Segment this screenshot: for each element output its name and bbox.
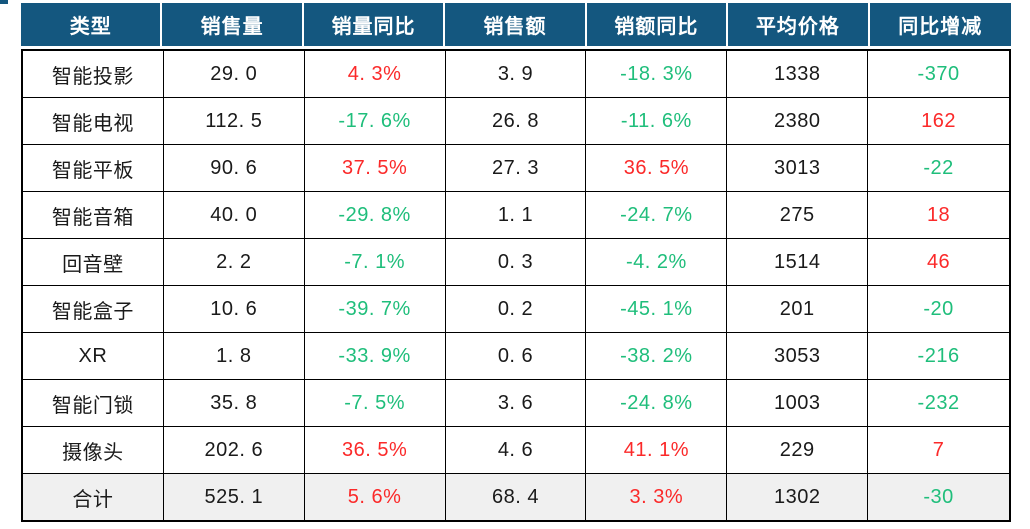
value-cell: 2. 2 [164, 239, 305, 285]
value-cell: 162 [921, 109, 956, 132]
value-cell: -7. 1% [305, 239, 446, 285]
value-cell: 35. 8 [164, 380, 305, 426]
value-cell: -4. 2% [586, 239, 728, 285]
table-row: 智能平板 90. 6 37. 5% 27. 3 36. 5% 3013 -22 [23, 144, 1009, 191]
table-row: 智能电视 112. 5 -17. 6% 26. 8 -11. 6% 2380 1… [23, 97, 1009, 144]
value-cell: -370 [917, 62, 960, 85]
value-cell: 0. 3 [446, 239, 587, 285]
value-cell: 41. 1% [586, 427, 728, 473]
value-cell: 3053 [727, 333, 869, 379]
value-cell: 1514 [727, 239, 869, 285]
table-row: XR 1. 8 -33. 9% 0. 6 -38. 2% 3053 -216 [23, 332, 1009, 379]
header-amount-yoy: 销额同比 [587, 3, 729, 46]
row-label-cell: 智能门锁 [23, 380, 164, 426]
value-cell: -22 [923, 156, 954, 179]
table-row: 回音壁 2. 2 -7. 1% 0. 3 -4. 2% 1514 46 [23, 238, 1009, 285]
row-label-cell: 摄像头 [23, 427, 164, 473]
row-label-cell: 智能平板 [23, 145, 164, 191]
value-cell: -24. 8% [586, 380, 728, 426]
table-row: 智能门锁 35. 8 -7. 5% 3. 6 -24. 8% 1003 -232 [23, 379, 1009, 426]
sales-table: 类型 销售量 销量同比 销售额 销额同比 平均价格 同比增减 智能投影 29. … [21, 3, 1011, 522]
table-header-row: 类型 销售量 销量同比 销售额 销额同比 平均价格 同比增减 [21, 3, 1011, 46]
value-cell: -33. 9% [305, 333, 446, 379]
value-cell: 4. 3% [305, 51, 446, 97]
value-cell: 27. 3 [446, 145, 587, 191]
value-cell: 0. 2 [446, 286, 587, 332]
header-avg-price: 平均价格 [728, 3, 870, 46]
value-cell: 40. 0 [164, 192, 305, 238]
value-cell: 10. 6 [164, 286, 305, 332]
value-cell: 1. 1 [446, 192, 587, 238]
value-cell: 3. 6 [446, 380, 587, 426]
value-cell: 5. 6% [305, 474, 446, 520]
value-cell: 46 [926, 250, 951, 273]
table-row: 智能投影 29. 0 4. 3% 3. 9 -18. 3% 1338 -370 [23, 51, 1009, 97]
value-cell: 26. 8 [446, 98, 587, 144]
value-cell: 201 [727, 286, 869, 332]
value-cell: 3. 9 [446, 51, 587, 97]
value-cell: 3013 [727, 145, 869, 191]
value-cell: 36. 5% [305, 427, 446, 473]
row-label-cell: 智能投影 [23, 51, 164, 97]
header-type: 类型 [21, 3, 163, 46]
value-cell: 1003 [727, 380, 869, 426]
table-row-total: 合计 525. 1 5. 6% 68. 4 3. 3% 1302 -30 [23, 473, 1009, 520]
value-cell: 0. 6 [446, 333, 587, 379]
table-row: 摄像头 202. 6 36. 5% 4. 6 41. 1% 229 7 [23, 426, 1009, 473]
row-label-cell: 智能盒子 [23, 286, 164, 332]
value-cell: 36. 5% [586, 145, 728, 191]
value-cell: 202. 6 [164, 427, 305, 473]
value-cell: -39. 7% [305, 286, 446, 332]
value-cell: -24. 7% [586, 192, 728, 238]
table-row: 智能音箱 40. 0 -29. 8% 1. 1 -24. 7% 275 18 [23, 191, 1009, 238]
row-label-cell: 智能电视 [23, 98, 164, 144]
value-cell: 68. 4 [446, 474, 587, 520]
value-cell: 90. 6 [164, 145, 305, 191]
value-cell: -30 [923, 485, 954, 508]
value-cell: -20 [923, 297, 954, 320]
value-cell: -11. 6% [586, 98, 728, 144]
value-cell: -17. 6% [305, 98, 446, 144]
value-cell: 525. 1 [164, 474, 305, 520]
value-cell: -216 [917, 344, 960, 367]
header-volume-yoy: 销量同比 [304, 3, 446, 46]
value-cell: 1338 [727, 51, 869, 97]
corner-artifact [0, 0, 8, 4]
value-cell: 7 [932, 438, 945, 461]
row-label-cell: 智能音箱 [23, 192, 164, 238]
row-label-cell: 合计 [23, 474, 164, 520]
row-label-cell: XR [23, 333, 164, 379]
value-cell: 229 [727, 427, 869, 473]
value-cell: 29. 0 [164, 51, 305, 97]
value-cell: -7. 5% [305, 380, 446, 426]
value-cell: 1. 8 [164, 333, 305, 379]
table-row: 智能盒子 10. 6 -39. 7% 0. 2 -45. 1% 201 -20 [23, 285, 1009, 332]
value-cell: -45. 1% [586, 286, 728, 332]
value-cell: 4. 6 [446, 427, 587, 473]
value-cell: 1302 [727, 474, 869, 520]
value-cell: -38. 2% [586, 333, 728, 379]
value-cell: 37. 5% [305, 145, 446, 191]
value-cell: -18. 3% [586, 51, 728, 97]
value-cell: 18 [926, 203, 951, 226]
header-yoy-change: 同比增减 [898, 16, 983, 38]
value-cell: 2380 [727, 98, 869, 144]
table-body: 智能投影 29. 0 4. 3% 3. 9 -18. 3% 1338 -370 … [21, 49, 1011, 522]
value-cell: -29. 8% [305, 192, 446, 238]
value-cell: 3. 3% [586, 474, 728, 520]
value-cell: 112. 5 [164, 98, 305, 144]
header-sales-amount: 销售额 [445, 3, 587, 46]
value-cell: 275 [727, 192, 869, 238]
row-label-cell: 回音壁 [23, 239, 164, 285]
header-sales-volume: 销售量 [162, 3, 304, 46]
value-cell: -232 [917, 391, 960, 414]
